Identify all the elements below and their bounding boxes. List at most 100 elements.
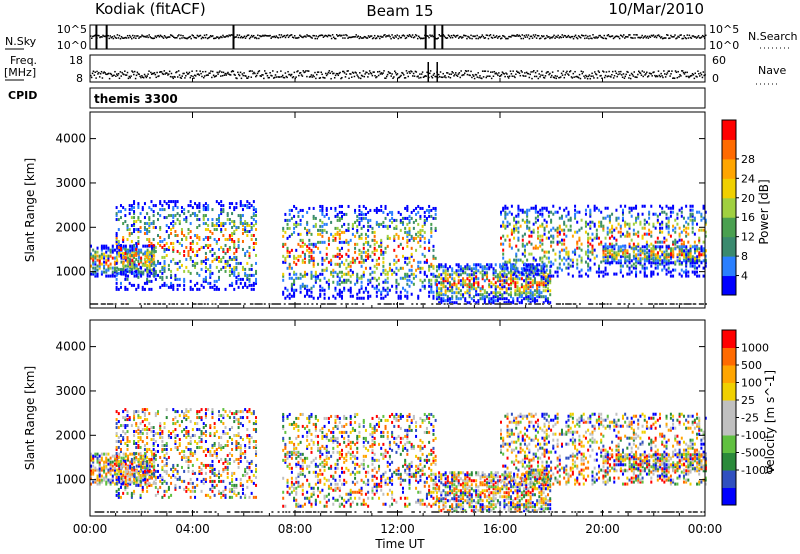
echo-cell [626, 255, 629, 259]
noise-point [112, 37, 115, 40]
echo-cell [423, 214, 426, 218]
echo-cell [521, 210, 524, 214]
echo-cell [325, 280, 328, 284]
echo-cell [661, 268, 664, 272]
echo-cell [576, 258, 579, 262]
echo-cell [323, 288, 326, 292]
echo-cell [665, 249, 668, 253]
freq-point [681, 70, 683, 72]
echo-cell [248, 283, 251, 287]
echo-cell [336, 226, 339, 230]
echo-cell [504, 226, 507, 230]
echo-cell [689, 251, 692, 255]
echo-cell [468, 265, 471, 269]
echo-cell [521, 242, 524, 246]
echo-cell [189, 200, 192, 204]
echo-cell [165, 247, 168, 251]
echo-cell [126, 269, 129, 273]
echo-cell [641, 234, 644, 238]
freq-point [196, 73, 199, 76]
echo-cell [479, 265, 482, 269]
echo-cell [486, 271, 489, 275]
echo-cell [410, 280, 413, 284]
noise-point [234, 36, 237, 38]
freq-point [278, 76, 280, 78]
freq-point [200, 72, 202, 75]
echo-cell [382, 256, 385, 260]
freq-point [360, 74, 363, 77]
noise-point [522, 37, 525, 40]
echo-cell [117, 287, 120, 291]
echo-cell [646, 245, 649, 249]
echo-cell [428, 214, 431, 218]
echo-cell [124, 287, 127, 291]
echo-cell [632, 249, 635, 253]
echo-cell [211, 271, 214, 275]
echo-cell [438, 293, 441, 297]
echo-cell [105, 274, 108, 278]
echo-cell [464, 281, 467, 285]
noise-point [157, 34, 160, 37]
echo-cell [558, 254, 561, 258]
noise-point [305, 36, 307, 38]
echo-cell [691, 257, 694, 261]
echo-cell [595, 232, 598, 236]
freq-point [261, 74, 263, 76]
echo-cell [434, 206, 437, 210]
echo-cell [678, 262, 681, 266]
echo-cell [226, 263, 229, 267]
echo-cell [421, 284, 424, 288]
echo-cell [438, 281, 441, 285]
freq-point [391, 73, 393, 75]
noise-point [607, 34, 610, 36]
echo-cell [360, 280, 363, 284]
echo-cell [412, 276, 415, 280]
echo-cell [373, 264, 376, 268]
echo-cell [667, 230, 670, 234]
echo-cell [133, 266, 136, 270]
echo-cell [449, 273, 452, 277]
echo-cell [466, 283, 469, 287]
echo-cell [105, 254, 108, 258]
echo-cell [213, 287, 216, 291]
noise-point [479, 36, 481, 39]
noise-point [556, 36, 558, 38]
echo-cell [133, 206, 136, 210]
freq-point [174, 76, 176, 78]
echo-cell [513, 228, 516, 232]
echo-cell [167, 245, 170, 249]
echo-cell [580, 274, 583, 278]
echo-cell [196, 249, 199, 253]
echo-cell [338, 236, 341, 240]
noise-point [610, 35, 613, 38]
echo-cell [626, 249, 629, 253]
echo-cell [233, 273, 236, 277]
echo-cell [301, 214, 304, 218]
echo-cell [609, 245, 612, 249]
echo-cell [157, 259, 160, 263]
noise-point [141, 34, 143, 36]
echo-cell [462, 277, 465, 281]
echo-cell [438, 265, 441, 269]
echo-cell [492, 291, 495, 295]
echo-cell [410, 252, 413, 256]
noise-point [311, 37, 313, 39]
noise-point [398, 35, 401, 37]
echo-cell [217, 247, 220, 251]
freq-point [274, 74, 277, 76]
echo-cell [334, 254, 337, 258]
echo-cell [698, 238, 701, 242]
noise-point [383, 34, 385, 37]
echo-cell [584, 212, 587, 216]
noise-point [364, 36, 367, 38]
echo-cell [470, 267, 473, 271]
echo-cell [239, 204, 242, 208]
echo-cell [630, 206, 633, 210]
echo-cell [91, 303, 94, 305]
echo-cell [336, 280, 339, 284]
echo-cell [659, 262, 662, 266]
echo-cell [665, 259, 668, 263]
noise-point [250, 34, 253, 37]
echo-cell [534, 204, 537, 208]
echo-cell [541, 238, 544, 242]
